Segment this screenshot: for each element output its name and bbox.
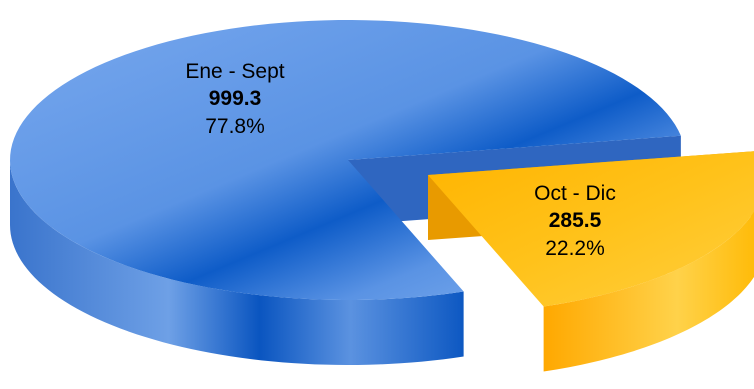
slice-name: Ene - Sept (185, 60, 285, 83)
slice-side-face (543, 211, 754, 372)
slice-label-ene-sept: Ene - Sept 999.3 77.8% (150, 58, 320, 140)
slice-top-face (428, 151, 754, 307)
slice-top-face (10, 20, 681, 300)
pie-slice (428, 151, 754, 372)
slice-value: 285.5 (548, 209, 602, 233)
slice-percent: 77.8% (205, 114, 265, 138)
slice-percent: 22.2% (545, 236, 605, 260)
slice-side-face (10, 160, 464, 365)
slice-label-oct-dic: Oct - Dic 285.5 22.2% (500, 180, 650, 262)
slice-value: 999.3 (208, 87, 262, 111)
slice-name: Oct - Dic (534, 182, 616, 205)
